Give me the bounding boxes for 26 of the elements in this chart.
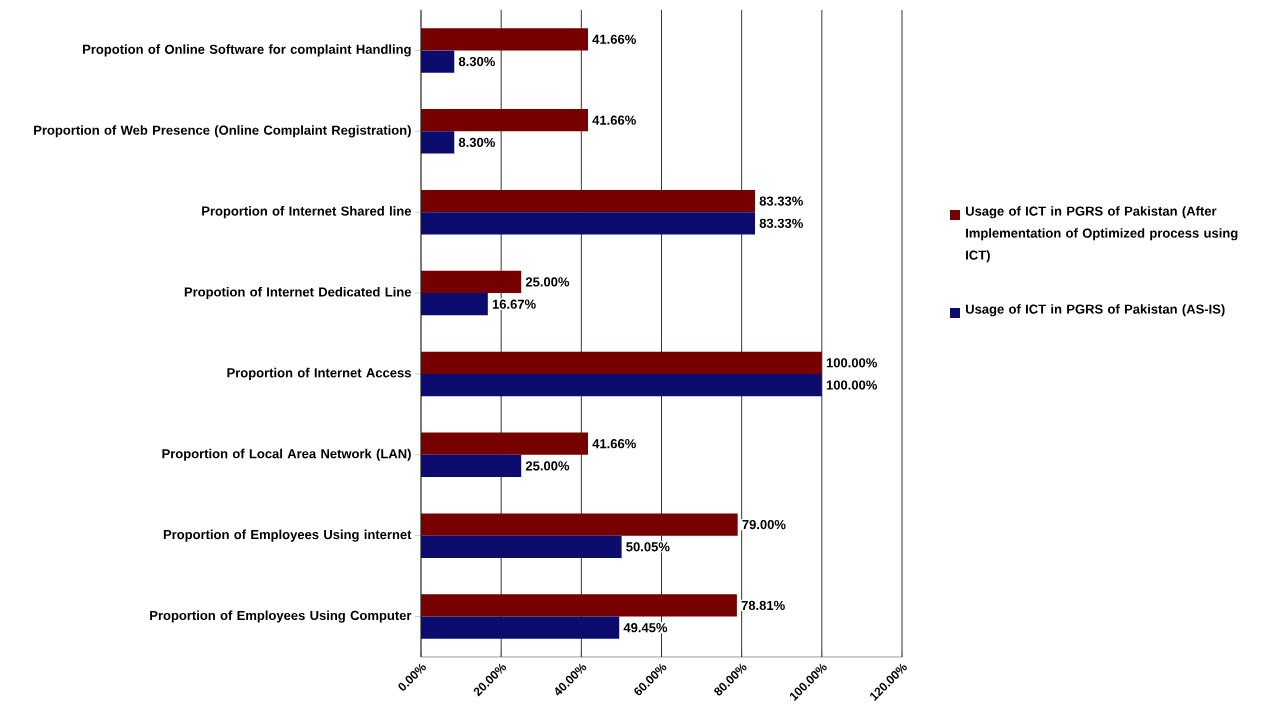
y-tick-label: Proportion of Employees Using internet [163, 529, 412, 542]
data-label: 83.33% [759, 196, 803, 206]
data-label: 41.66% [592, 34, 636, 44]
y-tick-label: Proportion of Web Presence (Online Complaint Registration) [34, 125, 411, 138]
data-label: 100.00% [826, 380, 877, 390]
data-label: 100.00% [826, 358, 877, 368]
legend-label: Usage of ICT in PGRS of Pakistan (AS-IS) [965, 304, 1225, 317]
data-label: 49.45% [623, 623, 668, 633]
y-tick-label: Propotion of Online Software for complaint Handling [83, 44, 411, 57]
data-label: 8.30% [458, 137, 495, 148]
y-tick-label: Proportion of Employees Using Computer [150, 610, 412, 623]
data-label: 25.00% [525, 277, 570, 287]
y-tick-label: Proportion of Internet Shared line [202, 206, 412, 219]
data-label: 16.67% [492, 299, 536, 309]
y-tick-label: Proportion of Local Area Network (LAN) [162, 448, 411, 461]
legend-label: Usage of ICT in PGRS of Pakistan (After Implementation of Optimized process using ICT) [965, 206, 1238, 263]
y-tick-label: Propotion of Internet Dedicated Line [184, 286, 412, 300]
data-label: 8.30% [458, 56, 495, 67]
data-label: 41.66% [592, 439, 636, 449]
data-label: 78.81% [741, 600, 785, 611]
data-label: 79.00% [742, 519, 786, 530]
data-label: 83.33% [759, 218, 803, 228]
data-label: 50.05% [626, 542, 670, 552]
data-label: 41.66% [592, 115, 636, 125]
y-tick-label: Proportion of Internet Access [227, 367, 411, 380]
data-label: 25.00% [525, 461, 570, 471]
